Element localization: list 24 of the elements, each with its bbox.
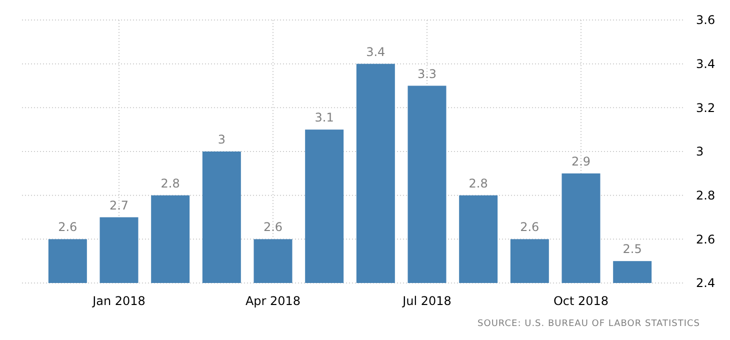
data-label: 2.6 — [520, 220, 540, 234]
y-tick-label: 2.4 — [696, 276, 716, 290]
data-label: 2.7 — [109, 198, 129, 212]
y-tick-label: 3.4 — [696, 57, 716, 72]
y-tick-label: 3 — [696, 144, 704, 159]
data-label: 3.3 — [417, 66, 437, 81]
x-tick-label: Jul 2018 — [402, 294, 452, 308]
y-tick-label: 2.6 — [696, 232, 716, 246]
data-label: 3.4 — [366, 44, 386, 59]
y-tick-label: 3.6 — [696, 13, 716, 28]
data-label: 2.5 — [622, 242, 642, 256]
y-tick-label: 2.8 — [696, 188, 716, 203]
x-tick-label: Oct 2018 — [553, 294, 609, 308]
data-label: 2.6 — [58, 220, 78, 234]
x-tick-label: Apr 2018 — [245, 294, 301, 308]
data-label: 3 — [218, 132, 226, 146]
data-label: 2.6 — [263, 220, 283, 234]
data-label: 2.8 — [468, 176, 488, 190]
y-tick-label: 3.2 — [696, 100, 716, 115]
data-label: 3.1 — [314, 110, 334, 125]
data-label: 2.9 — [571, 154, 591, 168]
x-tick-label: Jan 2018 — [92, 294, 146, 308]
data-label: 2.8 — [160, 176, 180, 190]
source-note: SOURCE: U.S. BUREAU OF LABOR STATISTICS — [478, 319, 700, 329]
